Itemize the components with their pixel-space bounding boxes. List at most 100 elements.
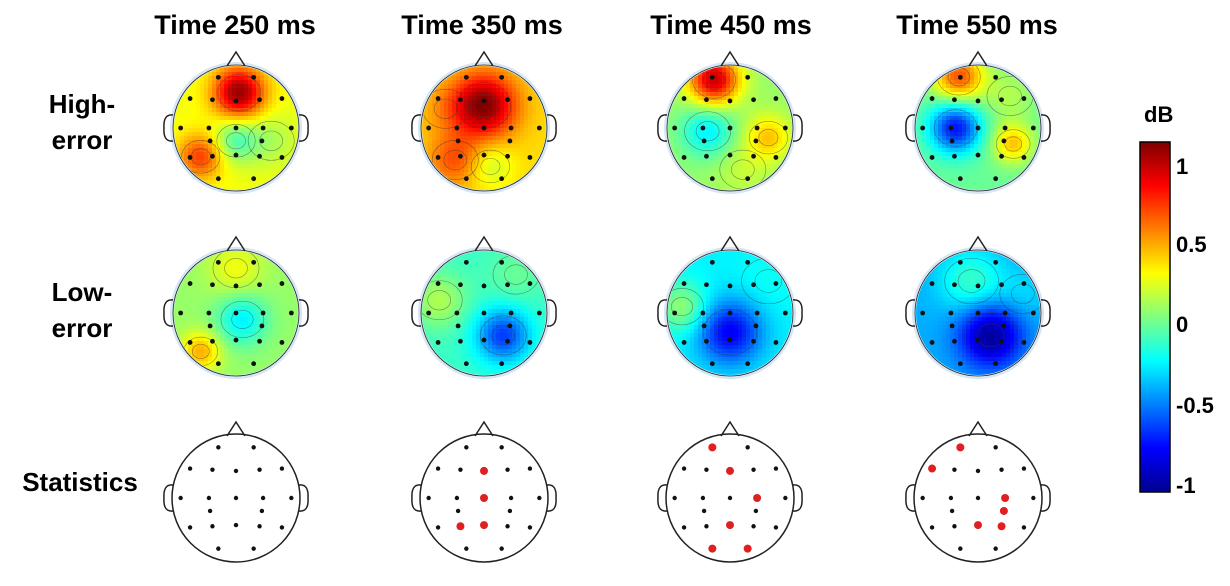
electrode-O1	[215, 176, 221, 182]
electrode-O2	[993, 176, 999, 182]
electrode-Cz	[727, 495, 733, 501]
colorbar-tick-0.5: 0.5	[1176, 232, 1207, 257]
topomap-low-error-time_250	[163, 235, 309, 379]
electrode-C4	[508, 125, 514, 131]
electrode-Cz	[727, 310, 733, 316]
significant-electrode-O2	[743, 544, 752, 553]
topomap-low-error-time_550-ear-right	[1040, 299, 1051, 327]
electrode-CP3	[949, 508, 955, 514]
electrode-C3	[206, 125, 212, 131]
topomap-high-error-time_450-contour	[748, 120, 788, 155]
electrode-P4	[505, 338, 510, 344]
topomap-high-error-time_250-ear-left	[163, 114, 174, 142]
topomap-high-error-time_250-head	[170, 62, 302, 194]
electrode-C4	[508, 310, 514, 316]
electrode-O1	[957, 361, 963, 367]
electrode-Fp1	[709, 259, 715, 265]
electrode-Fz	[233, 283, 239, 289]
electrode-F8	[279, 466, 285, 471]
row-label-high-error: High- error	[48, 89, 116, 155]
electrode-Fp1	[957, 74, 963, 80]
electrode-Fp1	[709, 74, 715, 80]
statistics-map-time_350	[411, 420, 557, 563]
electrode-T5	[187, 155, 193, 160]
electrode-Cz	[727, 125, 733, 131]
topomap-high-error-time_550-contour	[998, 85, 1022, 107]
electrode-P4	[257, 524, 262, 529]
electrode-Fp1	[215, 74, 221, 80]
electrode-O2	[251, 176, 257, 182]
statistics-map-time_550-nose	[968, 420, 988, 437]
electrode-O2	[251, 361, 257, 367]
electrode-F4	[257, 282, 262, 288]
topomap-high-error-time_350-contour	[470, 93, 498, 118]
electrode-F4	[257, 467, 262, 472]
electrode-O2	[993, 546, 998, 551]
electrode-P3	[952, 524, 957, 529]
topomap-high-error-time_350-contour	[433, 98, 458, 119]
electrode-Fz	[727, 283, 733, 289]
topomap-high-error-time_350-head	[418, 62, 550, 194]
electrode-Fp1	[216, 445, 221, 450]
electrode-O2	[745, 176, 751, 182]
electrode-F4	[257, 97, 262, 103]
electrode-CP3	[455, 323, 461, 329]
topomap-high-error-time_250-contour	[181, 140, 221, 174]
electrode-O1	[216, 546, 221, 551]
significant-electrode-CP4	[999, 506, 1008, 515]
topomap-high-error-time_350	[411, 50, 557, 194]
electrode-T6	[527, 340, 533, 345]
topomap-low-error-time_550-contour	[977, 323, 1005, 348]
electrode-T3	[672, 125, 678, 131]
electrode-Cz	[481, 310, 487, 316]
topomap-high-error-time_450-ear-left	[657, 114, 668, 142]
topomap-high-error-time_550-field	[914, 64, 1042, 192]
statistics-map-time_250-ear-left	[163, 484, 174, 512]
significant-electrode-Fz	[726, 466, 734, 475]
electrode-O1	[709, 176, 715, 182]
electrode-O1	[709, 361, 715, 367]
electrode-F8	[279, 281, 285, 286]
electrode-Fp2	[993, 259, 999, 265]
electrode-T3	[178, 310, 184, 316]
topomap-high-error-time_550-ear-left	[905, 114, 916, 142]
electrode-C4	[754, 125, 760, 131]
topomap-high-error-time_250-contour	[217, 74, 262, 112]
topomap-low-error-time_350-ear-left	[411, 299, 422, 327]
topomap-high-error-time_450-contour	[758, 129, 779, 147]
electrode-CP4	[507, 138, 513, 144]
electrode-Pz	[727, 337, 733, 343]
electrode-CP3	[207, 138, 213, 144]
topomap-low-error-time_450-contour	[702, 309, 758, 356]
electrode-O1	[958, 546, 963, 551]
significant-electrode-Pz	[726, 521, 734, 530]
topomap-low-error-time_250-contour	[231, 309, 254, 329]
topomap-low-error-time_350	[411, 235, 557, 379]
colorbar-tick--0.5: -0.5	[1176, 393, 1214, 418]
statistics-map-time_550-ear-left	[905, 484, 916, 512]
electrode-CP3	[701, 138, 707, 144]
electrode-T6	[279, 155, 285, 160]
electrode-CP4	[1001, 138, 1007, 144]
electrode-F8	[527, 96, 533, 101]
electrode-O1	[463, 176, 469, 182]
electrode-Cz	[481, 125, 487, 131]
topomap-low-error-time_250-contour	[220, 300, 265, 338]
column-title-550: Time 550 ms	[896, 10, 1058, 40]
electrode-F3	[952, 97, 957, 103]
electrode-P3	[704, 524, 709, 529]
electrode-T4	[1030, 310, 1036, 316]
electrode-O2	[745, 361, 751, 367]
electrode-P4	[999, 338, 1004, 344]
electrode-F4	[751, 467, 756, 472]
electrode-O1	[463, 361, 469, 367]
colorbar-tick-0: 0	[1176, 312, 1189, 337]
electrode-P4	[751, 524, 756, 529]
electrode-O2	[993, 361, 999, 367]
electrode-Pz	[233, 152, 239, 158]
statistics-map-time_250	[163, 420, 309, 563]
statistics-map-time_350-ear-left	[411, 484, 422, 512]
electrode-F4	[999, 97, 1004, 103]
electrode-C4	[260, 495, 266, 501]
electrode-F3	[458, 97, 463, 103]
